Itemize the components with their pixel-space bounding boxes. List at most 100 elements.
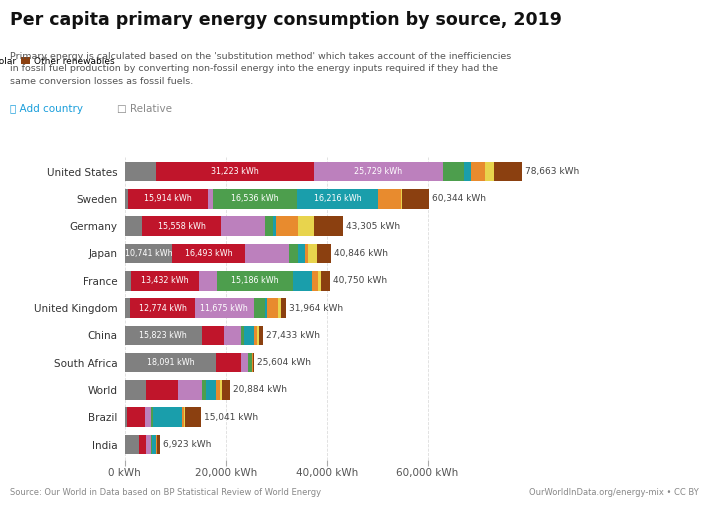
Bar xyxy=(308,243,317,263)
Bar xyxy=(318,271,320,290)
Bar xyxy=(320,271,330,290)
Bar xyxy=(125,162,156,181)
Bar xyxy=(146,435,151,454)
Bar xyxy=(125,243,172,263)
Bar xyxy=(314,216,343,236)
Bar xyxy=(130,298,195,318)
Bar xyxy=(313,162,443,181)
Bar xyxy=(125,216,143,236)
Bar xyxy=(125,298,130,318)
Bar xyxy=(130,271,199,290)
Bar xyxy=(276,216,298,236)
Bar xyxy=(155,435,157,454)
Bar xyxy=(152,408,182,427)
Text: 12,774 kWh: 12,774 kWh xyxy=(138,304,186,313)
Bar xyxy=(265,216,272,236)
Bar xyxy=(241,353,248,373)
Text: Primary energy is calculated based on the 'substitution method' which takes acco: Primary energy is calculated based on th… xyxy=(10,52,511,86)
Bar xyxy=(306,243,308,263)
Text: Per capita primary energy consumption by source, 2019: Per capita primary energy consumption by… xyxy=(10,11,562,29)
Bar xyxy=(493,162,522,181)
Bar xyxy=(143,216,221,236)
Bar xyxy=(125,353,216,373)
Text: Source: Our World in Data based on BP Statistical Review of World Energy: Source: Our World in Data based on BP St… xyxy=(10,488,321,497)
Text: 31,223 kWh: 31,223 kWh xyxy=(211,167,259,176)
Bar xyxy=(257,326,259,345)
Bar xyxy=(199,271,216,290)
Text: 13,432 kWh: 13,432 kWh xyxy=(141,276,189,285)
Bar xyxy=(182,408,184,427)
Text: 18,091 kWh: 18,091 kWh xyxy=(147,358,194,367)
Bar xyxy=(125,326,202,345)
Text: 15,914 kWh: 15,914 kWh xyxy=(144,194,191,204)
Bar xyxy=(206,380,216,400)
Bar xyxy=(127,408,145,427)
Bar xyxy=(202,326,223,345)
Bar xyxy=(281,298,286,318)
Bar xyxy=(298,216,314,236)
Bar xyxy=(245,326,254,345)
Bar xyxy=(184,408,185,427)
Bar xyxy=(185,408,201,427)
Text: in Data: in Data xyxy=(641,52,683,62)
Text: 16,536 kWh: 16,536 kWh xyxy=(231,194,279,204)
Text: 16,216 kWh: 16,216 kWh xyxy=(313,194,362,204)
Bar xyxy=(125,380,146,400)
Bar xyxy=(125,408,127,427)
Text: □ Relative: □ Relative xyxy=(117,104,172,114)
Bar xyxy=(221,216,265,236)
Bar xyxy=(146,380,177,400)
Bar xyxy=(272,216,276,236)
Bar xyxy=(252,353,253,373)
Bar xyxy=(213,189,296,209)
Bar xyxy=(145,408,151,427)
Bar xyxy=(223,326,241,345)
Bar xyxy=(220,380,222,400)
Bar xyxy=(125,189,128,209)
Text: 15,823 kWh: 15,823 kWh xyxy=(140,331,187,340)
Bar xyxy=(152,435,155,454)
Text: 40,846 kWh: 40,846 kWh xyxy=(334,249,388,258)
Bar xyxy=(248,353,252,373)
Text: 25,604 kWh: 25,604 kWh xyxy=(257,358,311,367)
Bar xyxy=(254,298,264,318)
Text: 31,964 kWh: 31,964 kWh xyxy=(289,304,343,313)
Text: 15,558 kWh: 15,558 kWh xyxy=(158,222,206,231)
Bar xyxy=(241,326,245,345)
Bar xyxy=(216,353,241,373)
Bar xyxy=(125,271,130,290)
Text: OurWorldInData.org/energy-mix • CC BY: OurWorldInData.org/energy-mix • CC BY xyxy=(530,488,699,497)
Bar xyxy=(317,243,331,263)
Legend: Coal, Oil, Gas, Nuclear, Hydropower, Wind, Solar, Other renewables: Coal, Oil, Gas, Nuclear, Hydropower, Win… xyxy=(0,57,114,66)
Bar xyxy=(402,189,430,209)
Text: 78,663 kWh: 78,663 kWh xyxy=(525,167,579,176)
Text: 60,344 kWh: 60,344 kWh xyxy=(432,194,486,204)
Bar xyxy=(216,380,220,400)
Text: 16,493 kWh: 16,493 kWh xyxy=(184,249,232,258)
Bar xyxy=(216,271,294,290)
Bar xyxy=(157,435,160,454)
Bar xyxy=(379,189,401,209)
Bar xyxy=(208,189,213,209)
Text: 10,741 kWh: 10,741 kWh xyxy=(125,249,172,258)
Bar xyxy=(156,162,313,181)
Bar xyxy=(245,243,289,263)
Bar xyxy=(177,380,202,400)
Bar xyxy=(259,326,263,345)
Bar xyxy=(139,435,146,454)
Bar xyxy=(151,408,152,427)
Bar xyxy=(128,189,208,209)
Bar xyxy=(202,380,206,400)
Bar xyxy=(151,435,152,454)
Bar xyxy=(267,298,278,318)
Bar xyxy=(172,243,245,263)
Bar xyxy=(298,243,306,263)
Text: ➕ Add country: ➕ Add country xyxy=(10,104,83,114)
Bar xyxy=(294,271,312,290)
Bar xyxy=(195,298,254,318)
Bar xyxy=(471,162,485,181)
Bar xyxy=(289,243,298,263)
Bar xyxy=(401,189,402,209)
Bar xyxy=(125,435,139,454)
Text: Our World: Our World xyxy=(632,33,692,43)
